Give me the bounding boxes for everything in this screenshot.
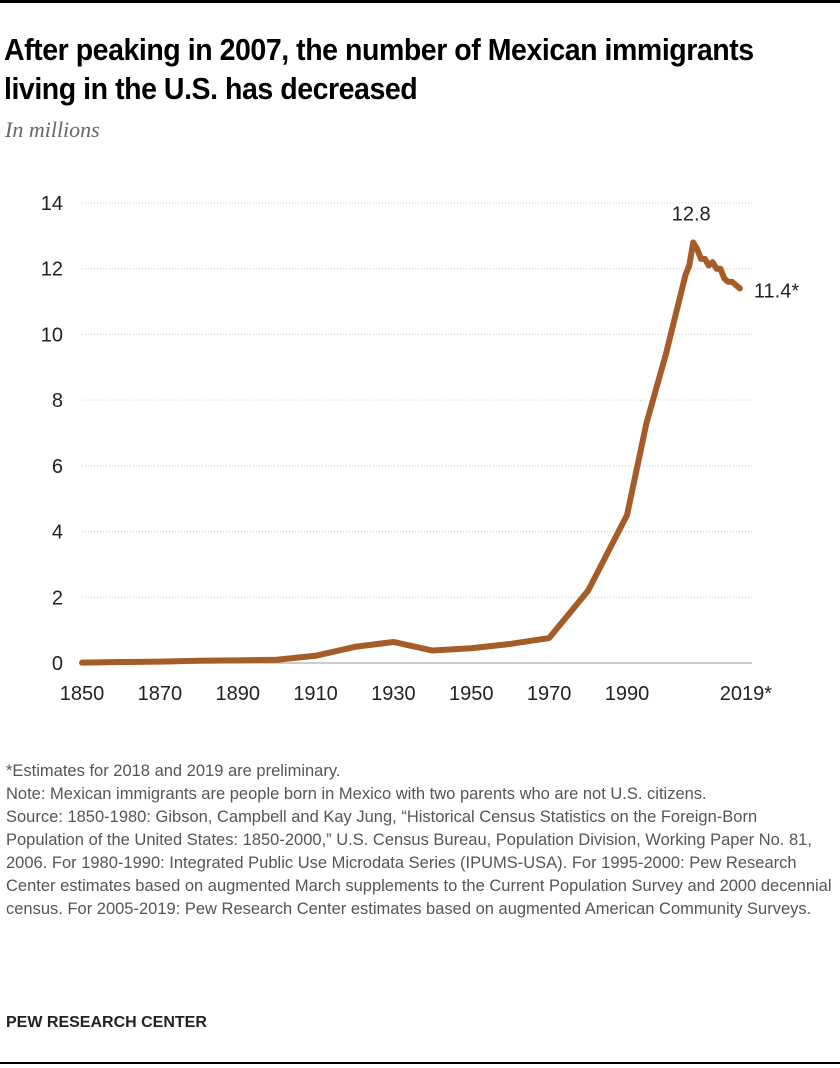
x-tick-label: 1910 xyxy=(293,683,338,705)
data-label: 12.8 xyxy=(672,203,711,225)
x-tick-label: 1930 xyxy=(371,683,416,705)
y-tick-label: 4 xyxy=(52,522,63,544)
y-tick-label: 0 xyxy=(52,653,63,675)
brand-label: PEW RESEARCH CENTER xyxy=(6,1014,207,1031)
footnote-source: Source: 1850-1980: Gibson, Campbell and … xyxy=(6,808,832,918)
y-tick-label: 2 xyxy=(52,587,63,609)
y-tick-label: 14 xyxy=(41,193,63,215)
chart-title: After peaking in 2007, the number of Mex… xyxy=(4,32,754,106)
y-tick-label: 6 xyxy=(52,456,63,478)
footnote-definition: Note: Mexican immigrants are people born… xyxy=(6,785,707,803)
data-line xyxy=(79,239,743,666)
y-tick-label: 10 xyxy=(41,324,63,346)
y-tick-label: 12 xyxy=(41,259,63,281)
line-chart: 0 2 4 6 8 10 12 14 1850 1870 1890 1910 1930 1950 1970 1… xyxy=(41,193,800,705)
x-tick-label: 1990 xyxy=(605,683,650,705)
x-tick-label: 1890 xyxy=(215,683,260,705)
x-tick-label: 1970 xyxy=(527,683,572,705)
x-tick-label: 1850 xyxy=(60,683,105,705)
footnote-preliminary: *Estimates for 2018 and 2019 are prelimi… xyxy=(6,762,341,780)
top-rule xyxy=(0,0,840,3)
bottom-rule xyxy=(0,1062,840,1064)
y-tick-label: 8 xyxy=(52,390,63,412)
chart-subtitle: In millions xyxy=(5,117,100,142)
x-tick-label: 1950 xyxy=(449,683,494,705)
data-label: 11.4* xyxy=(754,280,799,302)
x-tick-label: 2019* xyxy=(720,683,772,705)
x-tick-label: 1870 xyxy=(138,683,183,705)
chart-notes: *Estimates for 2018 and 2019 are prelimi… xyxy=(6,760,836,921)
